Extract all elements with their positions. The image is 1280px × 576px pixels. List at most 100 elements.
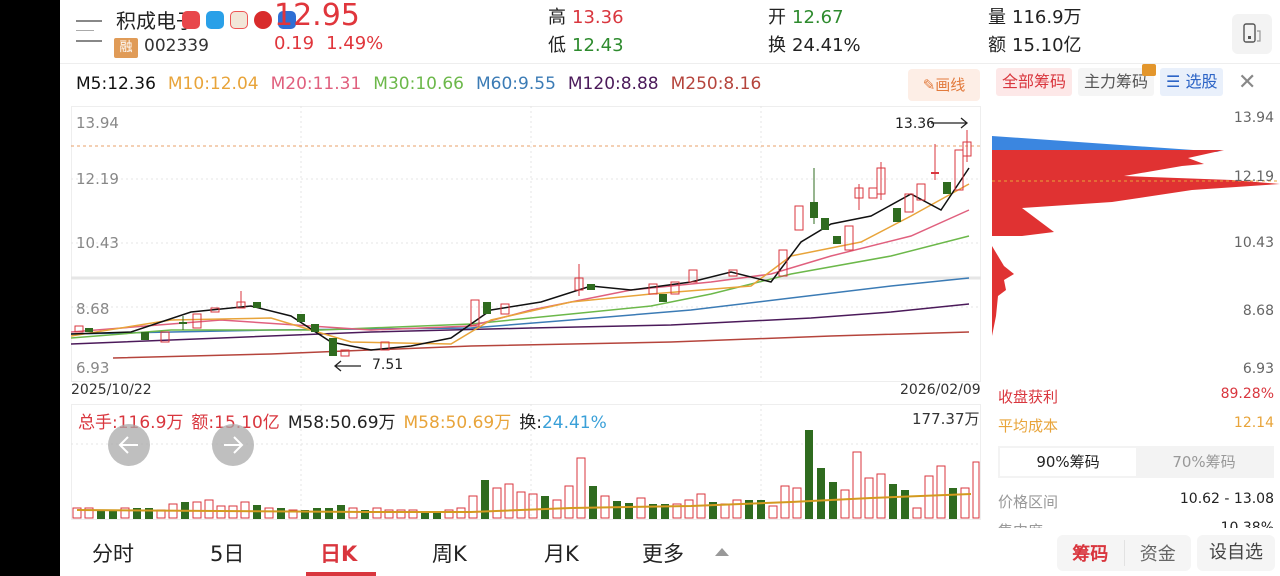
arrow-left-icon	[118, 436, 138, 454]
chat-icon[interactable]	[206, 11, 224, 29]
ma5-label: M5:12.36	[76, 74, 156, 94]
low-value: 12.43	[572, 35, 624, 56]
stock-picker-button[interactable]: ☰ 选股	[1160, 68, 1224, 96]
toutiao-icon[interactable]	[230, 11, 248, 29]
chip-y-tick: 8.68	[1242, 303, 1274, 319]
y-tick: 8.68	[76, 300, 110, 318]
scroll-left-button[interactable]	[108, 424, 150, 466]
ma30-label: M30:10.66	[373, 74, 464, 94]
profit-value: 89.28%	[1220, 386, 1274, 402]
tab-more[interactable]: 更多	[642, 542, 684, 566]
tab-90-chips[interactable]: 90%筹码	[1000, 448, 1136, 476]
chevron-up-icon[interactable]	[715, 548, 729, 556]
ma10-label: M10:12.04	[167, 74, 259, 94]
volume-max: 177.37万	[912, 410, 980, 428]
chip-y-tick: 13.94	[1233, 110, 1274, 126]
period-tabs: 分时 5日 日K 周K 月K 更多	[60, 530, 760, 576]
price-change: 0.19 1.49%	[274, 33, 383, 54]
high-marker: 13.36	[895, 116, 936, 132]
stock-picker-label: 选股	[1185, 72, 1218, 91]
high-value: 13.36	[572, 7, 624, 28]
draw-line-button[interactable]: ✎画线	[908, 69, 980, 101]
chip-distribution-chart	[992, 136, 1280, 336]
stock-header: 积成电子 融 002339 12.95 0.19 1.49% 高 13.36 低 12…	[60, 0, 1280, 64]
change-value: 0.19	[274, 33, 315, 54]
shield-icon[interactable]	[278, 11, 296, 29]
ma120-label: M120:8.88	[567, 74, 659, 94]
volume-value: 116.9万	[1012, 7, 1082, 28]
high-label: 高	[548, 7, 566, 28]
ma60-label: M60:9.55	[476, 74, 556, 94]
volume-chart-frame[interactable]	[71, 404, 981, 520]
turnover-label: 换	[768, 35, 786, 56]
price-range-row: 价格区间 10.62 - 13.08	[998, 491, 1274, 512]
volume-amount: 额:15.10亿	[191, 413, 280, 433]
chip-y-tick: 10.43	[1233, 235, 1274, 251]
low-marker: 7.51	[372, 357, 404, 373]
profit-row: 收盘获利 89.28%	[998, 386, 1274, 407]
funds-toggle-button[interactable]: 资金	[1123, 540, 1192, 566]
margin-badge: 融	[114, 38, 138, 58]
avg-cost-value: 12.14	[1233, 415, 1274, 431]
end-date: 2026/02/09	[900, 382, 981, 398]
tab-daily-k[interactable]: 日K	[320, 542, 358, 566]
current-price: 12.95	[274, 0, 360, 33]
ma20-label: M20:11.31	[270, 74, 362, 94]
high-stat: 高 13.36	[548, 3, 624, 29]
tab-all-chips[interactable]: 全部筹码	[996, 68, 1073, 96]
tab-70-chips[interactable]: 70%筹码	[1172, 453, 1236, 471]
turnover-stat: 换 24.41%	[768, 31, 861, 57]
kline-chart-frame[interactable]	[71, 106, 981, 382]
draw-line-label: 画线	[935, 76, 966, 94]
tab-main-chips[interactable]: 主力筹码	[1078, 64, 1157, 96]
high-arrow-icon	[931, 117, 969, 129]
open-value: 12.67	[792, 7, 844, 28]
avg-cost-label: 平均成本	[998, 417, 1059, 435]
y-tick: 13.94	[76, 114, 119, 132]
low-arrow-icon	[333, 360, 361, 372]
avg-cost-row: 平均成本 12.14	[998, 415, 1274, 436]
ma250-label: M250:8.16	[670, 74, 762, 94]
red-circle-icon[interactable]	[254, 11, 272, 29]
red-app-icon[interactable]	[182, 11, 200, 29]
kline-chart[interactable]	[71, 106, 981, 382]
tab-intraday[interactable]: 分时	[92, 542, 134, 566]
volume-ma-gold: M58:50.69万	[403, 413, 512, 433]
open-label: 开	[768, 7, 786, 28]
volume-ma-black: M58:50.69万	[287, 413, 396, 433]
tab-monthly-k[interactable]: 月K	[544, 542, 579, 566]
phone-rotate-icon	[1243, 23, 1261, 43]
screen-rotate-button[interactable]	[1232, 14, 1272, 54]
chip-y-tick: 6.93	[1242, 361, 1274, 377]
add-watchlist-button[interactable]: 设自选	[1197, 535, 1275, 571]
amount-stat: 额 15.10亿	[988, 31, 1082, 57]
chip-y-tick: 12.19	[1233, 169, 1274, 185]
amount-label: 额	[988, 35, 1006, 56]
candles	[74, 130, 972, 357]
y-tick: 10.43	[76, 234, 119, 252]
low-label: 低	[548, 35, 566, 56]
pencil-icon: ✎	[922, 76, 936, 94]
volume-label: 量	[988, 7, 1006, 28]
chip-tabs: 全部筹码 主力筹码 ☰ 选股	[996, 64, 1224, 96]
range-value: 10.62 - 13.08	[1179, 491, 1274, 507]
y-tick: 6.93	[76, 359, 110, 377]
menu-icon[interactable]	[76, 18, 104, 44]
lock-icon	[1142, 64, 1157, 76]
tab-weekly-k[interactable]: 周K	[432, 542, 467, 566]
concentration-row: 集中度 10.38%	[998, 520, 1274, 528]
active-tab-indicator	[306, 572, 376, 576]
chips-toggle-button[interactable]: 筹码	[1072, 544, 1109, 565]
list-icon: ☰	[1166, 72, 1186, 91]
close-icon[interactable]: ✕	[1238, 70, 1257, 95]
main-chips-label: 主力筹码	[1084, 72, 1149, 91]
arrow-right-icon	[224, 436, 244, 454]
volume-bars	[72, 430, 980, 519]
tab-5day[interactable]: 5日	[210, 542, 245, 566]
scroll-right-button[interactable]	[212, 424, 254, 466]
stock-code: 002339	[144, 36, 209, 56]
volume-legend: 总手:116.9万 额:15.10亿 M58:50.69万 M58:50.69万…	[78, 408, 607, 433]
turnover-value: 24.41%	[792, 35, 861, 56]
open-stat: 开 12.67	[768, 3, 844, 29]
y-tick: 12.19	[76, 170, 119, 188]
